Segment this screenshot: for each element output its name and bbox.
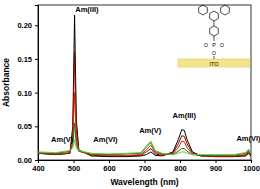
x-tick-mark: [145, 160, 146, 163]
x-tick-label: 500: [68, 164, 81, 173]
x-tick-mark: [109, 160, 110, 163]
spectrum-line: [38, 15, 251, 157]
spectrum-line: [38, 93, 251, 156]
y-axis-line: [35, 6, 39, 161]
y-tick-mark: [35, 126, 38, 127]
x-tick: 800: [174, 160, 187, 173]
inset-structure: POOOITO: [178, 5, 250, 67]
ring: [210, 26, 219, 36]
x-tick: 900: [210, 160, 223, 173]
plot-frame: [38, 5, 251, 160]
y-tick-mark: [35, 59, 38, 60]
x-tick-mark: [251, 160, 252, 163]
y-tick: 0.10: [17, 89, 38, 98]
x-tick-label: 1000: [243, 164, 260, 173]
inset-label: O: [220, 42, 224, 48]
spectrum-line: [38, 52, 251, 156]
x-tick: 500: [68, 160, 81, 173]
x-tick-mark: [74, 160, 75, 163]
spectrum-line: [38, 123, 251, 155]
x-tick-label: 800: [174, 164, 187, 173]
lines: [38, 15, 251, 157]
y-tick-label: 0.10: [17, 89, 32, 98]
x-tick-mark: [216, 160, 217, 163]
x-axis: 400 500 600 700 800 900 1000: [32, 160, 260, 173]
x-tick: 400: [32, 160, 45, 173]
annotation: Am(V): [139, 126, 162, 135]
x-tick-label: 600: [103, 164, 116, 173]
y-tick-label: 0.15: [17, 55, 32, 64]
inset-label: P: [212, 42, 216, 48]
chart: 40050060070080090010000.000.050.100.150.…: [0, 0, 260, 189]
annotation: Am(VI): [93, 135, 118, 144]
annotation: Am(VI): [236, 134, 260, 143]
annotation: Am(V): [51, 135, 74, 144]
annotation: Am(III): [173, 111, 197, 120]
annotation: Am(III): [75, 5, 99, 14]
y-tick-mark: [35, 25, 38, 26]
x-axis-title: Wavelength (nm): [110, 177, 178, 187]
inset-label: O: [204, 42, 208, 48]
y-tick: 0.15: [17, 55, 38, 64]
x-tick-mark: [180, 160, 181, 163]
bond: [214, 36, 215, 41]
y-tick: 0.20: [17, 21, 38, 30]
x-tick-label: 400: [32, 164, 45, 173]
x-tick: 700: [139, 160, 152, 173]
bond: [214, 56, 215, 59]
ito-layer: [178, 59, 250, 67]
x-axis-line: [39, 161, 252, 164]
x-tick-label: 900: [210, 164, 223, 173]
y-tick-mark: [35, 160, 38, 161]
x-tick: 1000: [243, 160, 260, 173]
y-axis-title: Absorbance: [1, 58, 11, 107]
y-axis: 0.00 0.05 0.10 0.15 0.20: [17, 6, 38, 165]
x-tick: 600: [103, 160, 116, 173]
ring: [210, 11, 219, 21]
x-tick-label: 700: [139, 164, 152, 173]
y-tick-mark: [35, 93, 38, 94]
ring: [221, 5, 230, 15]
inset-label: O: [212, 50, 216, 56]
ring: [199, 5, 208, 15]
bond: [214, 21, 215, 26]
y-tick-label: 0.05: [17, 122, 32, 131]
y-tick: 0.00: [17, 156, 38, 165]
y-tick-label: 0.20: [17, 21, 32, 30]
y-tick-label: 0.00: [17, 156, 32, 165]
y-tick: 0.05: [17, 122, 38, 131]
inset-label: ITO: [209, 61, 219, 67]
